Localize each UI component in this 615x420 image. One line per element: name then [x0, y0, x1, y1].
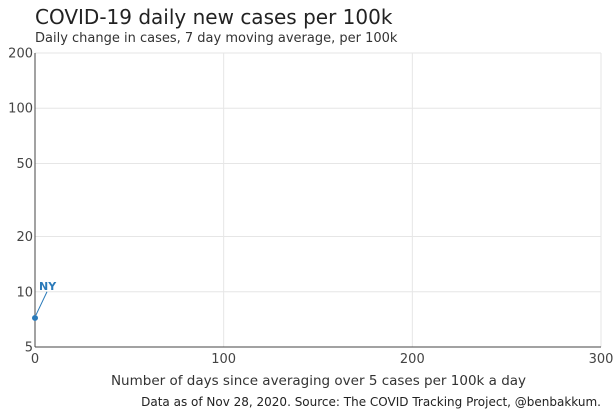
y-tick-label: 5 [25, 341, 33, 356]
y-axis-ticks: 5 10 20 50 100 200 [8, 47, 33, 356]
x-tick-label: 0 [31, 352, 39, 367]
series-label-ny: NY [39, 280, 57, 293]
axes [34, 53, 601, 348]
source-note: Data as of Nov 28, 2020. Source: The COV… [141, 395, 601, 409]
series-point-ny [32, 314, 38, 321]
y-tick-label: 100 [8, 102, 33, 117]
x-axis-ticks: 0 100 200 300 [31, 352, 614, 367]
x-tick-label: 100 [211, 352, 236, 367]
x-tick-label: 300 [589, 352, 614, 367]
y-tick-label: 20 [16, 230, 33, 245]
series-label-leader [35, 291, 48, 316]
chart-subtitle: Daily change in cases, 7 day moving aver… [35, 31, 398, 46]
x-axis-label: Number of days since averaging over 5 ca… [110, 373, 527, 389]
x-tick-label: 200 [400, 352, 425, 367]
y-tick-label: 200 [8, 47, 33, 62]
series-layer: NY [32, 280, 57, 321]
grid [35, 52, 602, 347]
chart-title: COVID-19 daily new cases per 100k [35, 5, 393, 29]
y-tick-label: 10 [16, 285, 33, 300]
y-tick-label: 50 [16, 157, 33, 172]
